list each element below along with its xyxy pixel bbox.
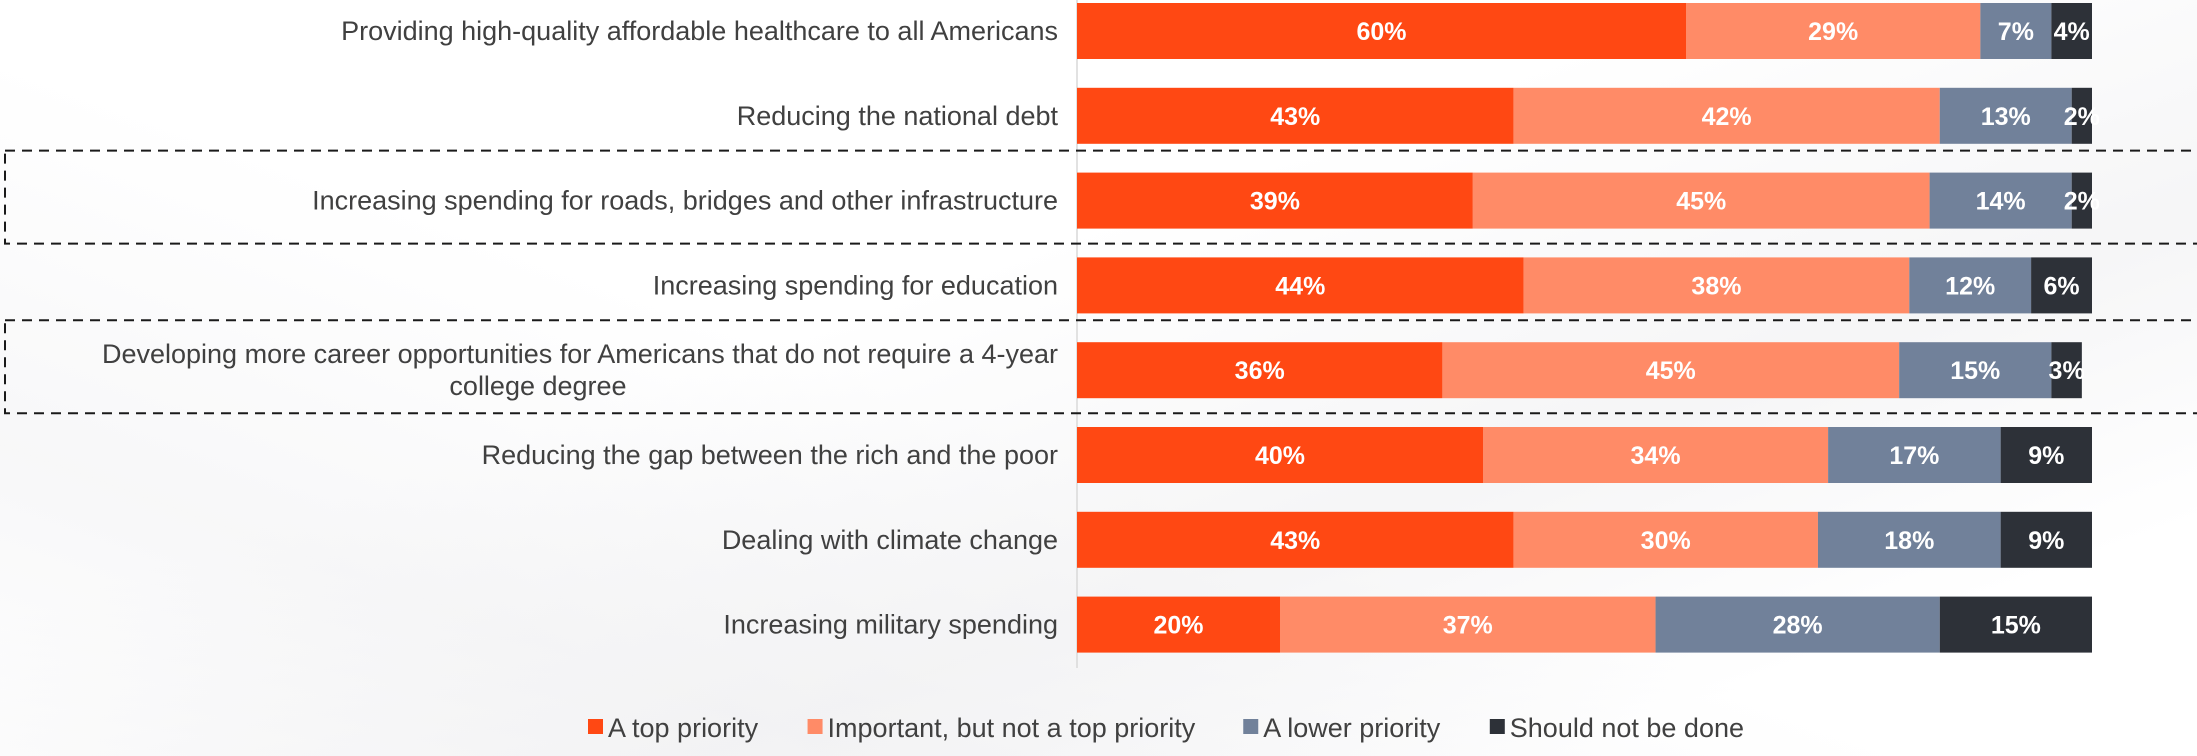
bar-segment-a-lower-priority xyxy=(1828,427,2001,483)
bar-segment-a-lower-priority xyxy=(1929,172,2072,229)
category-label: Increasing military spending xyxy=(723,610,1058,640)
bar-row-6: Reducing the gap between the rich and th… xyxy=(482,427,2092,483)
data-label: 37% xyxy=(1443,612,1493,640)
bar-rows: Providing high-quality affordable health… xyxy=(102,3,2100,653)
data-label: 9% xyxy=(2028,442,2064,470)
bar-segment-a-top-priority xyxy=(1077,427,1483,483)
bar-row-1: Providing high-quality affordable health… xyxy=(341,3,2092,59)
data-label: 30% xyxy=(1641,527,1691,555)
data-label: 13% xyxy=(1981,103,2031,131)
bar-row-3: Increasing spending for roads, bridges a… xyxy=(312,172,2100,229)
data-label: 42% xyxy=(1702,103,1752,131)
data-label: 43% xyxy=(1270,527,1320,555)
bar-segment-a-lower-priority xyxy=(1655,596,1940,653)
data-label: 45% xyxy=(1676,188,1726,216)
bar-segment-a-top-priority xyxy=(1077,172,1473,229)
data-label: 9% xyxy=(2028,527,2064,555)
data-label: 4% xyxy=(2054,18,2090,46)
bar-segment-should-not-be-done xyxy=(2051,342,2082,399)
category-label: Providing high-quality affordable health… xyxy=(341,16,1058,46)
bar-segment-a-top-priority xyxy=(1077,87,1514,144)
data-label: 3% xyxy=(2049,357,2085,385)
data-label: 15% xyxy=(1950,357,2000,385)
bar-row-4: Increasing spending for education 44% 38% 1… xyxy=(653,257,2092,314)
data-label: 34% xyxy=(1631,442,1681,470)
data-label: 18% xyxy=(1884,527,1934,555)
bar-segment-important-but-not-a-top-priority xyxy=(1280,596,1656,653)
legend-label: A top priority xyxy=(608,713,759,743)
bar-segment-a-top-priority xyxy=(1077,3,1686,59)
legend-swatch xyxy=(1489,719,1505,734)
data-label: 28% xyxy=(1773,612,1823,640)
data-label: 60% xyxy=(1356,18,1406,46)
data-label: 43% xyxy=(1270,103,1320,131)
bar-segment-important-but-not-a-top-priority xyxy=(1483,427,1829,483)
bar-segment-should-not-be-done xyxy=(2000,427,2092,483)
legend: A top priority Important, but not a top p… xyxy=(588,713,1744,743)
bar-segment-a-top-priority xyxy=(1077,257,1524,314)
legend-label: Should not be done xyxy=(1510,713,1744,743)
data-label: 40% xyxy=(1255,442,1305,470)
bar-segment-should-not-be-done xyxy=(2051,3,2092,59)
legend-swatch xyxy=(807,719,823,734)
legend-swatch xyxy=(1243,719,1259,734)
bar-segment-a-lower-priority xyxy=(1939,87,2072,144)
legend-swatch xyxy=(588,719,603,734)
category-label: Developing more career opportunities for… xyxy=(102,339,1058,401)
category-label: Increasing spending for education xyxy=(653,270,1058,300)
data-label: 6% xyxy=(2043,272,2079,300)
data-label: 7% xyxy=(1998,18,2034,46)
bar-segment-should-not-be-done xyxy=(2071,87,2092,144)
bar-segment-should-not-be-done xyxy=(2031,257,2092,314)
data-label: 14% xyxy=(1976,188,2026,216)
category-label: Reducing the national debt xyxy=(737,101,1059,131)
bar-segment-important-but-not-a-top-priority xyxy=(1472,172,1930,229)
data-label: 20% xyxy=(1153,612,1203,640)
bar-segment-important-but-not-a-top-priority xyxy=(1442,342,1900,399)
bar-segment-a-top-priority xyxy=(1077,511,1514,568)
highlight-box xyxy=(4,149,2197,245)
bar-row-7: Dealing with climate change 43% 30% 18% 9% xyxy=(722,511,2092,568)
data-label: 44% xyxy=(1275,272,1325,300)
data-label: 39% xyxy=(1250,188,1300,216)
legend-label: A lower priority xyxy=(1263,713,1441,743)
bar-row-2: Reducing the national debt 43% 42% 13% 2% xyxy=(737,87,2100,144)
bar-segment-a-lower-priority xyxy=(1909,257,2032,314)
legend-item-a-top-priority: A top priority xyxy=(588,713,759,743)
bar-segment-important-but-not-a-top-priority xyxy=(1686,3,1981,59)
data-label: 29% xyxy=(1808,18,1858,46)
data-label: 38% xyxy=(1691,272,1741,300)
legend-item-should-not-be-done: Should not be done xyxy=(1489,713,1744,743)
data-label: 36% xyxy=(1235,357,1285,385)
bar-segment-important-but-not-a-top-priority xyxy=(1513,511,1818,568)
category-label: Increasing spending for roads, bridges a… xyxy=(312,186,1058,216)
highlight-boxes xyxy=(4,149,2197,415)
bar-row-5: Developing more career opportunities for… xyxy=(102,339,2085,401)
bar-segment-a-top-priority xyxy=(1077,596,1280,653)
data-label: 2% xyxy=(2064,103,2100,131)
bar-segment-a-lower-priority xyxy=(1980,3,2052,59)
category-label: Reducing the gap between the rich and th… xyxy=(482,440,1058,470)
bar-segment-a-lower-priority xyxy=(1817,511,2001,568)
bar-segment-a-top-priority xyxy=(1077,342,1443,399)
bar-segment-a-lower-priority xyxy=(1899,342,2052,399)
bar-segment-important-but-not-a-top-priority xyxy=(1523,257,1910,314)
data-label: 12% xyxy=(1945,272,1995,300)
highlight-box xyxy=(4,319,2197,415)
data-label: 17% xyxy=(1889,442,1939,470)
data-label: 2% xyxy=(2064,188,2100,216)
bar-segment-important-but-not-a-top-priority xyxy=(1513,87,1940,144)
bar-segment-should-not-be-done xyxy=(2071,172,2092,229)
bar-segment-should-not-be-done xyxy=(1939,596,2092,653)
category-label: Dealing with climate change xyxy=(722,525,1058,555)
legend-label: Important, but not a top priority xyxy=(828,713,1196,743)
data-label: 15% xyxy=(1991,612,2041,640)
legend-item-important-but-not-a-top-priority: Important, but not a top priority xyxy=(807,713,1196,743)
legend-item-a-lower-priority: A lower priority xyxy=(1243,713,1441,743)
bar-segment-should-not-be-done xyxy=(2000,511,2092,568)
bar-row-8: Increasing military spending 20% 37% 28% 15% xyxy=(723,596,2092,653)
data-label: 45% xyxy=(1646,357,1696,385)
